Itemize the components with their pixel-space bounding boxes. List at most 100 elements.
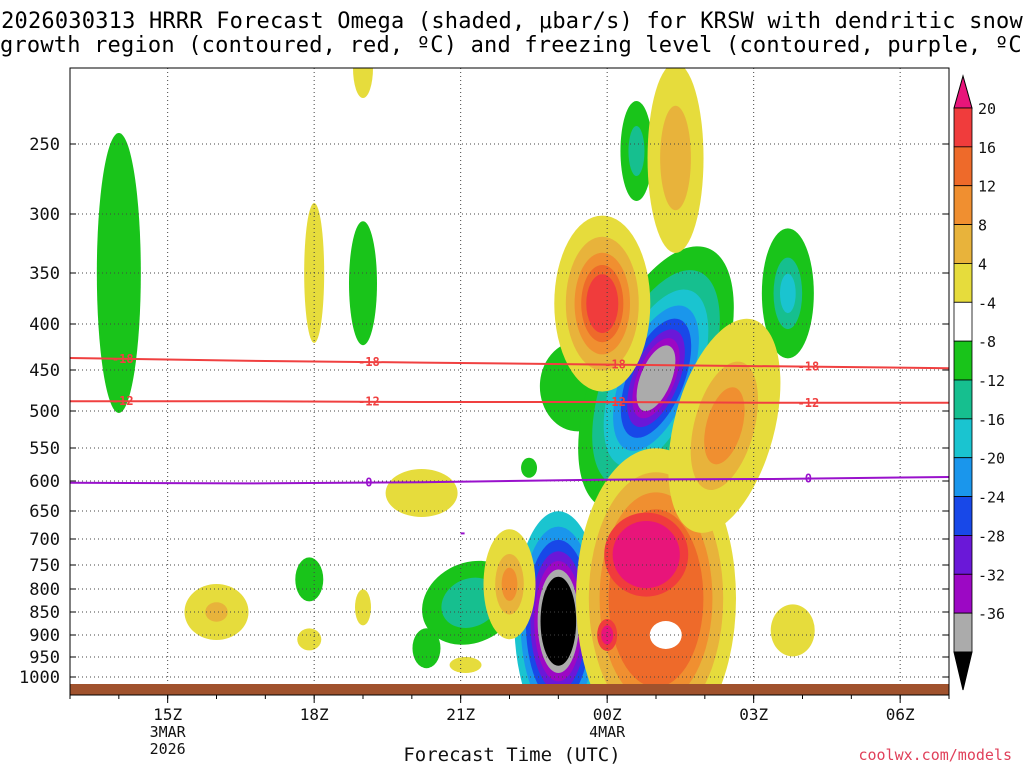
sink-1900z-top-level-0: [353, 68, 373, 98]
colorbar-label: -36: [978, 605, 1005, 623]
y-tick-label: 650: [29, 502, 60, 522]
y-tick-label: 450: [29, 361, 60, 381]
x-axis-title: Forecast Time (UTC): [403, 744, 621, 766]
sink-2355z-level-4: [586, 274, 619, 333]
colorbar-swatch: [953, 418, 973, 459]
colorbar-swatch: [953, 301, 973, 342]
updraft-2015z-level-0: [412, 628, 441, 669]
colorbar-label: 4: [978, 255, 987, 273]
colorbar-label: -16: [978, 411, 1005, 429]
contour-label: 0: [805, 472, 812, 486]
contour-label: -18: [112, 352, 134, 366]
colorbar: 20 16 12 8 4 -4 -8 -12 -16 -20 -24 -28 -32 -36: [953, 74, 1005, 691]
colorbar-label: -24: [978, 489, 1005, 507]
colorbar-swatch: [953, 612, 973, 653]
x-tick-label: 00Z: [593, 705, 622, 724]
contour-label: -18: [798, 360, 820, 374]
colorbar-label: 16: [978, 139, 996, 157]
colorbar-swatch: [953, 379, 973, 420]
colorbar-label: -12: [978, 372, 1005, 390]
sink-2010z-level-0: [385, 469, 458, 517]
y-tick-label: 400: [29, 315, 60, 335]
omega-shading: [96, 68, 815, 684]
ground-surface: [70, 684, 949, 695]
chart-title-line-2: growth region (contoured, red, ºC) and f…: [0, 33, 1024, 58]
colorbar-top-arrow: [953, 74, 973, 109]
colorbar-label: -32: [978, 566, 1005, 584]
x-tick-year: 2026: [150, 740, 186, 758]
y-tick-label: 600: [29, 472, 60, 492]
sink-1600z-level-1: [205, 602, 228, 622]
colorbar-label: 12: [978, 178, 996, 196]
chart-title-line-1: 2026030313 HRRR Forecast Omega (shaded, …: [1, 9, 1023, 34]
sink-1800z-low-level-0: [297, 628, 322, 651]
x-tick-date: 3MAR: [150, 723, 187, 741]
contour-line: [70, 476, 949, 485]
y-tick-label: 500: [29, 402, 60, 422]
y-tick-label: 900: [29, 626, 60, 646]
sink-0220z-level-2: [704, 387, 745, 465]
contour-label: 0: [365, 476, 372, 490]
x-tick-label: 21Z: [446, 705, 475, 724]
contour-label: -18: [358, 355, 380, 369]
contour-line: [70, 400, 949, 404]
gridlines: [70, 68, 949, 684]
contour-label: -12: [798, 396, 820, 410]
updraft-core-level-6: [540, 576, 577, 666]
colorbar-swatch: [953, 224, 973, 264]
sink-1900z-level-0: [355, 589, 371, 626]
colorbar-label: -4: [978, 294, 996, 312]
colorbar-label: -8: [978, 333, 996, 351]
x-tick-label: 06Z: [886, 705, 915, 724]
y-tick-label: 350: [29, 264, 60, 284]
colorbar-swatch: [953, 535, 973, 575]
y-tick-label: 750: [29, 556, 60, 576]
colorbar-swatch: [953, 263, 973, 303]
colorbar-swatch: [953, 340, 973, 381]
colorbar-label: 8: [978, 217, 987, 235]
updraft-upper-level-7: [636, 345, 676, 412]
colorbar-label: -20: [978, 450, 1005, 468]
y-tick-label: 850: [29, 603, 60, 623]
y-tick-label: 800: [29, 580, 60, 600]
contour-label: -12: [358, 395, 380, 409]
y-tick-label: 550: [29, 439, 60, 459]
updraft-2230z-level-0: [521, 457, 538, 478]
x-tick-label: 15Z: [153, 705, 182, 724]
y-tick-label: 700: [29, 530, 60, 550]
sink-0300z-low-level-0: [770, 604, 815, 657]
sink-0030z-top-level-1: [660, 105, 691, 211]
colorbar-swatch: [953, 496, 973, 536]
sink-core-level-1: [612, 521, 680, 589]
credit-text: coolwx.com/models: [858, 746, 1012, 764]
contour-label: -12: [112, 394, 134, 408]
x-tick-date: 4MAR: [589, 723, 626, 741]
updraft-0245z-level-2: [779, 273, 796, 314]
colorbar-swatch: [953, 185, 973, 225]
colorbar-swatch: [953, 146, 973, 187]
y-axis: 250 300 350 400 450 500 550 600 650 700 750 800 850 9…: [19, 135, 949, 688]
x-tick-label: 03Z: [739, 705, 768, 724]
colorbar-label: -28: [978, 527, 1005, 545]
sink-2200z-level-2: [501, 567, 518, 601]
contour-label: -18: [604, 358, 626, 372]
updraft-0030z-top-level-1: [628, 126, 645, 176]
sink-2100z-sfc-level-0: [449, 657, 482, 673]
colorbar-label: 20: [978, 100, 996, 118]
contour-line: [70, 357, 949, 370]
hole-0110z-level-0: [649, 621, 682, 649]
y-tick-label: 1000: [19, 668, 60, 688]
updraft-1900z-level-0: [349, 221, 377, 346]
y-tick-label: 300: [29, 205, 60, 225]
sink-0000z-low-level-1: [601, 625, 614, 645]
colorbar-swatch: [953, 573, 973, 614]
colorbar-swatch: [953, 107, 973, 148]
colorbar-swatch: [953, 457, 973, 497]
temperature-contours: -18 -18 -18 -18 -12 -12 -12 -12 0 0: [70, 352, 949, 535]
y-tick-label: 250: [29, 135, 60, 155]
y-tick-label: 950: [29, 648, 60, 668]
x-tick-label: 18Z: [300, 705, 329, 724]
colorbar-bottom-arrow: [953, 651, 973, 691]
